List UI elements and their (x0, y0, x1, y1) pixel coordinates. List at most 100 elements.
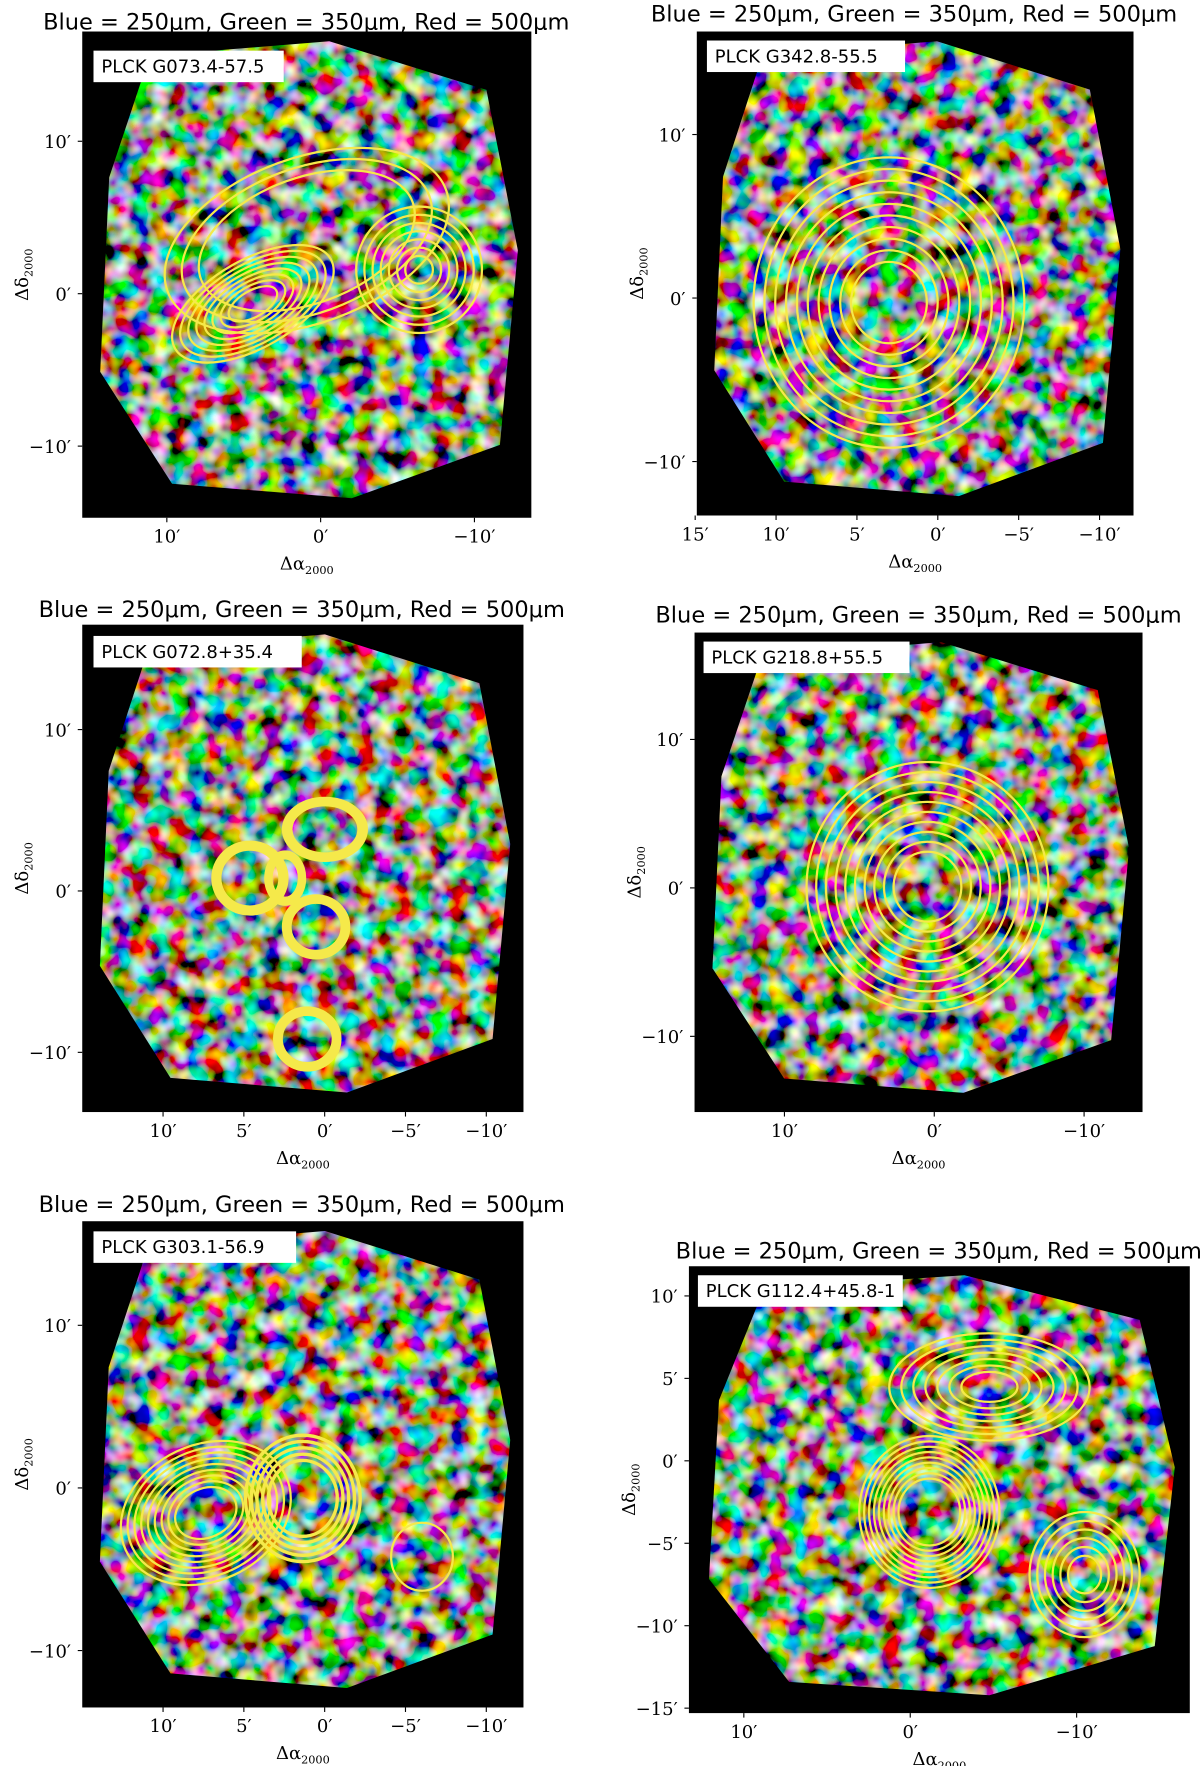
contour (261, 1452, 345, 1545)
contour (197, 168, 416, 313)
x-tick-label: 0′ (317, 1121, 333, 1142)
x-axis-symbol: Δα (276, 1743, 301, 1764)
y-tick-label: 10′ (44, 1316, 71, 1337)
contour (284, 897, 348, 957)
contour (828, 237, 950, 368)
contour (877, 1456, 981, 1568)
contour (243, 1433, 362, 1564)
panel-label: PLCK G218.8+55.5 (711, 647, 883, 668)
y-tick-label: 5′ (662, 1369, 678, 1390)
y-axis-label: Δδ2000 (12, 842, 36, 894)
contour (219, 279, 287, 329)
panel-label: PLCK G112.4+45.8-1 (706, 1281, 896, 1302)
contour (834, 790, 1021, 983)
x-tick-label: 5′ (236, 1716, 252, 1737)
contour (892, 850, 963, 923)
x-axis-subscript: 2000 (938, 1759, 967, 1766)
x-axis-label: Δα2000 (888, 551, 942, 575)
label-box (93, 50, 284, 83)
y-axis-subscript: 2000 (629, 1463, 642, 1492)
x-axis-label: Δα2000 (276, 1148, 330, 1172)
y-axis-symbol: Δδ (627, 276, 648, 300)
x-tick-label: 10′ (153, 527, 180, 548)
contour (763, 167, 1015, 438)
panel-label: PLCK G303.1-56.9 (101, 1237, 264, 1258)
y-tick-label: 0′ (55, 284, 71, 305)
sky-image (99, 1230, 511, 1689)
x-tick-label: 0′ (902, 1722, 918, 1743)
panel-title: Blue = 250μm, Green = 350μm, Red = 500μm (651, 1, 1177, 27)
x-tick-label: 10′ (150, 1716, 177, 1737)
contour (1043, 1528, 1126, 1621)
contour (960, 1370, 1019, 1404)
x-axis-symbol: Δα (888, 551, 913, 572)
y-axis-symbol: Δδ (619, 1492, 640, 1516)
x-tick-label: 10′ (150, 1121, 177, 1142)
panel-label: PLCK G072.8+35.4 (101, 642, 273, 663)
x-tick-label: 10′ (730, 1722, 757, 1743)
contour (872, 1450, 986, 1574)
y-tick-label: 10′ (659, 125, 686, 146)
contour (752, 156, 1026, 449)
contour (806, 214, 972, 391)
x-tick-label: −5′ (1003, 524, 1034, 545)
contour (167, 1480, 245, 1546)
y-axis-subscript: 2000 (23, 1438, 36, 1467)
contour (863, 820, 992, 953)
contour (179, 249, 327, 358)
y-tick-label: −5′ (647, 1534, 678, 1555)
label-box (706, 40, 906, 73)
y-axis-label: Δδ2000 (627, 247, 651, 299)
contour (844, 800, 1011, 973)
x-tick-label: 10′ (771, 1121, 798, 1142)
x-axis-symbol: Δα (912, 1749, 937, 1766)
contour (160, 1474, 252, 1552)
panel-title: Blue = 250μm, Green = 350μm, Red = 500μm (655, 602, 1181, 628)
contour (815, 770, 1040, 1003)
contour (355, 205, 484, 335)
contour (1051, 1537, 1118, 1612)
label-box (697, 1275, 903, 1307)
contour (276, 1009, 339, 1069)
contour (784, 191, 993, 415)
contour (404, 254, 435, 285)
contour (1036, 1519, 1134, 1630)
contour (170, 243, 335, 364)
y-tick-label: −10′ (29, 437, 71, 458)
contour (126, 1445, 286, 1581)
x-tick-label: −10′ (453, 527, 495, 548)
contour (805, 760, 1050, 1013)
sky-image (100, 41, 518, 499)
y-axis-subscript: 2000 (23, 842, 36, 871)
panel-title: Blue = 250μm, Green = 350μm, Red = 500μm (39, 597, 565, 623)
x-tick-label: 0′ (926, 1121, 942, 1142)
contour (858, 1434, 1001, 1590)
y-axis-symbol: Δδ (12, 1467, 33, 1491)
contour (1066, 1554, 1103, 1595)
contour (146, 1462, 265, 1564)
x-tick-label: 0′ (313, 527, 329, 548)
y-tick-label: 0′ (55, 882, 71, 903)
contour (853, 810, 1002, 963)
x-tick-label: 0′ (317, 1716, 333, 1737)
x-tick-label: 10′ (763, 524, 790, 545)
label-box (93, 1231, 297, 1263)
contour (888, 1332, 1091, 1442)
contour (371, 221, 467, 318)
contour (389, 1521, 454, 1592)
y-tick-label: 10′ (651, 1287, 678, 1308)
panel-title: Blue = 250μm, Green = 350μm, Red = 500μm (39, 1192, 565, 1218)
contour (795, 202, 983, 403)
label-box (93, 635, 302, 668)
y-tick-label: 0′ (670, 289, 686, 310)
y-tick-label: 0′ (668, 879, 684, 900)
y-axis-symbol: Δδ (12, 277, 33, 301)
x-tick-label: −10′ (465, 1716, 507, 1737)
contour (140, 1457, 272, 1569)
contour (839, 249, 939, 356)
y-tick-label: 0′ (55, 1479, 71, 1500)
x-axis-symbol: Δα (276, 1148, 301, 1169)
contour (897, 1477, 962, 1547)
x-axis-label: Δα2000 (280, 554, 334, 578)
